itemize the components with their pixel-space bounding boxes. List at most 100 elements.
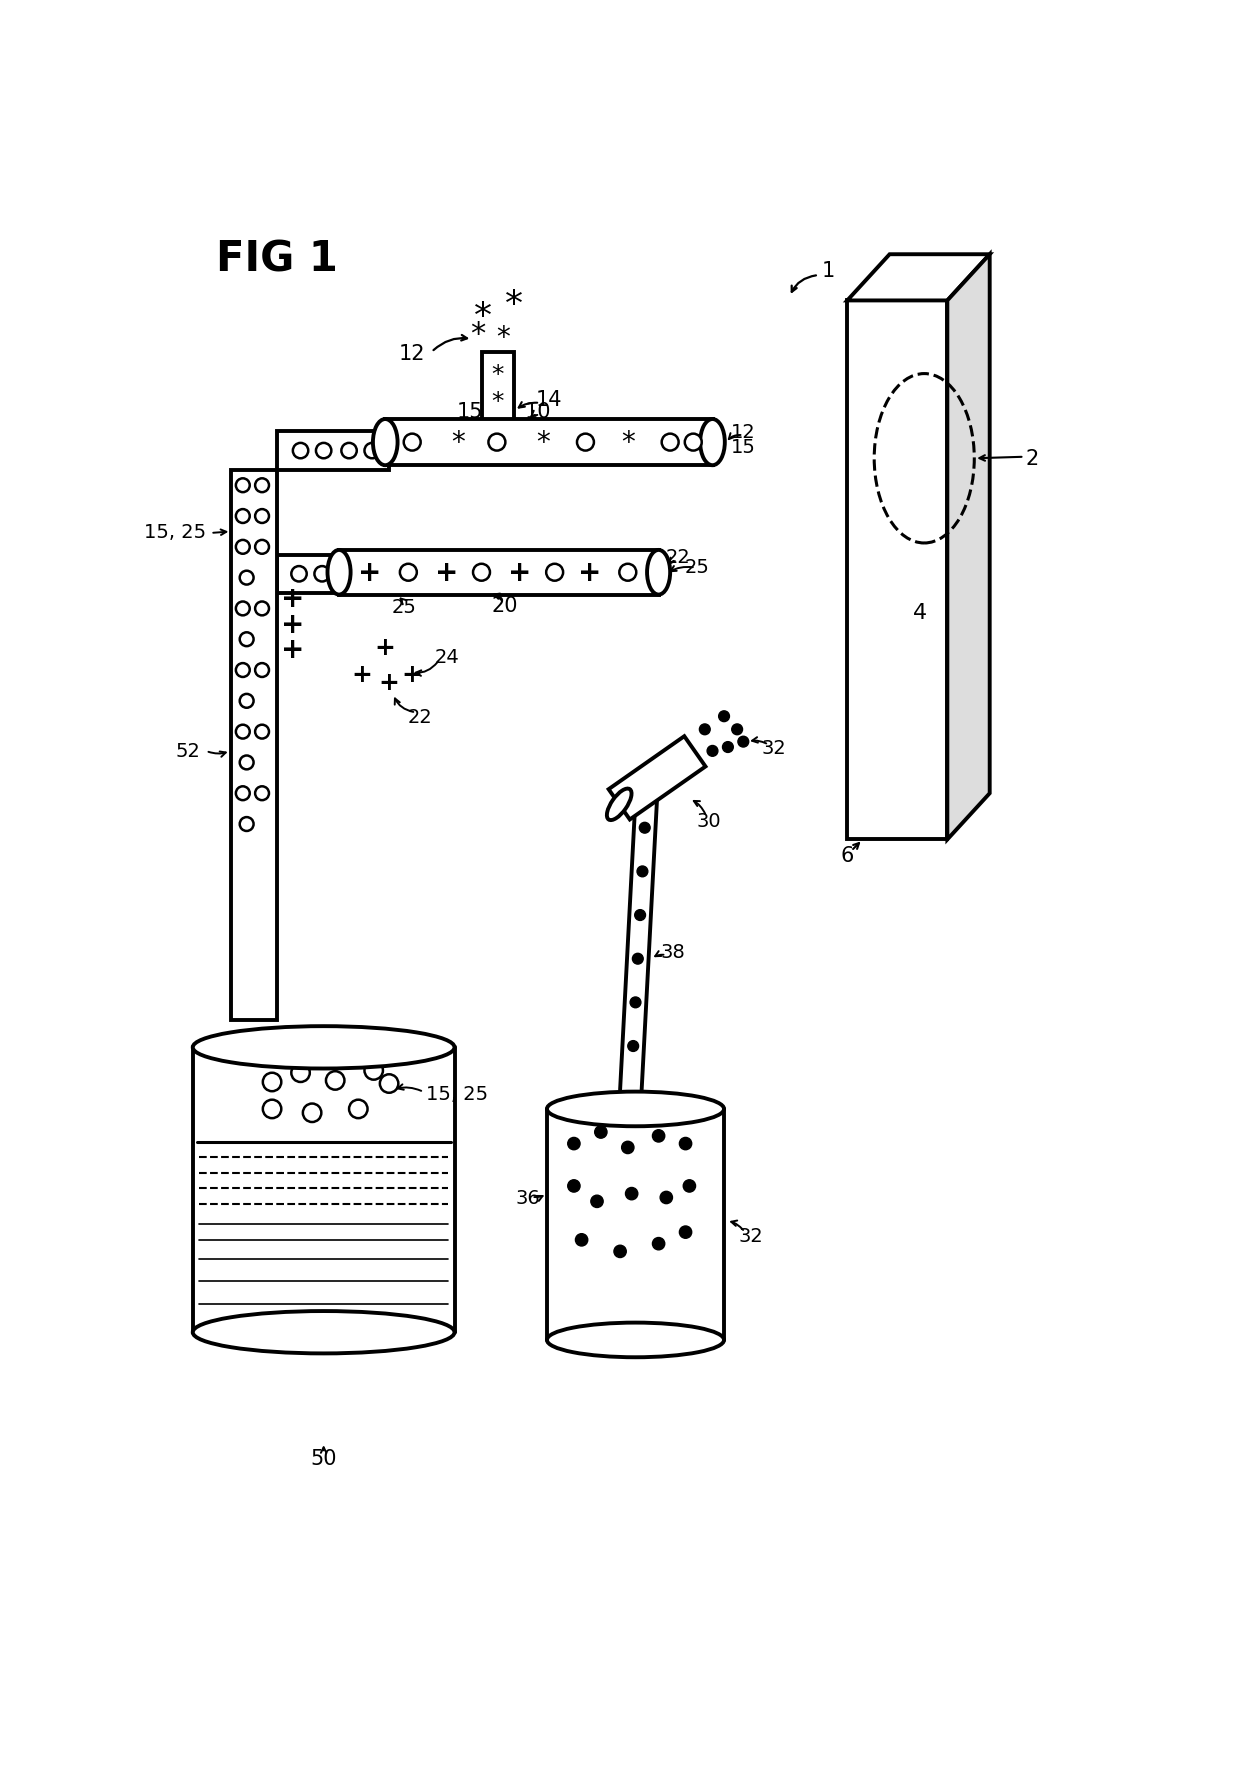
- Text: +: +: [435, 558, 459, 587]
- Circle shape: [719, 711, 729, 722]
- Ellipse shape: [192, 1312, 455, 1353]
- Text: *: *: [470, 319, 485, 349]
- Circle shape: [472, 564, 490, 582]
- Circle shape: [614, 1245, 626, 1257]
- Text: *: *: [491, 390, 503, 413]
- Circle shape: [625, 1188, 637, 1200]
- Circle shape: [365, 1062, 383, 1080]
- Text: 50: 50: [310, 1449, 337, 1468]
- Circle shape: [236, 787, 249, 801]
- Circle shape: [489, 434, 506, 452]
- Circle shape: [239, 695, 254, 709]
- Text: 1: 1: [821, 261, 835, 280]
- Circle shape: [339, 567, 355, 582]
- Circle shape: [255, 663, 269, 677]
- Text: *: *: [491, 362, 503, 387]
- Text: 38: 38: [660, 941, 684, 961]
- Bar: [481, 353, 513, 447]
- Text: FIG 1: FIG 1: [216, 238, 337, 280]
- Text: *: *: [621, 429, 635, 457]
- Circle shape: [350, 1099, 367, 1119]
- Circle shape: [236, 541, 249, 555]
- Text: 36: 36: [516, 1188, 541, 1207]
- Circle shape: [236, 603, 249, 615]
- Text: 14: 14: [536, 390, 563, 410]
- Circle shape: [239, 571, 254, 585]
- Circle shape: [255, 511, 269, 523]
- Bar: [339, 551, 658, 596]
- Circle shape: [236, 511, 249, 523]
- Circle shape: [683, 1181, 696, 1193]
- Text: 15: 15: [456, 401, 484, 422]
- Circle shape: [590, 1195, 603, 1207]
- Text: 15: 15: [730, 438, 755, 457]
- Circle shape: [621, 1142, 634, 1154]
- Circle shape: [660, 1191, 672, 1204]
- Text: *: *: [451, 429, 465, 457]
- Circle shape: [341, 443, 357, 459]
- Ellipse shape: [547, 1092, 724, 1126]
- Circle shape: [568, 1138, 580, 1151]
- Circle shape: [404, 434, 420, 452]
- Text: +: +: [374, 635, 396, 660]
- Polygon shape: [847, 255, 990, 301]
- Text: 6: 6: [841, 846, 854, 865]
- Text: *: *: [505, 289, 523, 323]
- Text: +: +: [402, 663, 423, 686]
- Circle shape: [680, 1227, 692, 1239]
- Circle shape: [293, 443, 309, 459]
- Circle shape: [632, 954, 644, 965]
- Circle shape: [239, 633, 254, 647]
- Circle shape: [732, 725, 743, 736]
- Circle shape: [723, 743, 733, 754]
- Text: 15, 25: 15, 25: [144, 523, 206, 541]
- Circle shape: [738, 738, 749, 748]
- Ellipse shape: [373, 420, 398, 466]
- Text: 24: 24: [434, 649, 459, 667]
- Polygon shape: [609, 738, 706, 819]
- Circle shape: [236, 479, 249, 493]
- Circle shape: [303, 1105, 321, 1122]
- Text: +: +: [281, 610, 305, 638]
- Bar: [847, 301, 947, 840]
- Text: +: +: [578, 558, 601, 587]
- Circle shape: [255, 725, 269, 739]
- Circle shape: [255, 479, 269, 493]
- Circle shape: [546, 564, 563, 582]
- Text: +: +: [281, 585, 305, 613]
- Circle shape: [291, 567, 306, 582]
- Text: 30: 30: [697, 812, 720, 830]
- Bar: [278, 433, 389, 470]
- Circle shape: [619, 564, 636, 582]
- Text: +: +: [281, 637, 305, 663]
- Circle shape: [291, 1064, 310, 1082]
- Ellipse shape: [647, 551, 670, 596]
- Circle shape: [263, 1073, 281, 1092]
- Text: 22: 22: [666, 548, 691, 567]
- Circle shape: [684, 434, 702, 452]
- Text: 20: 20: [491, 596, 518, 615]
- Circle shape: [255, 541, 269, 555]
- Text: 15, 25: 15, 25: [427, 1085, 489, 1103]
- Text: 12: 12: [730, 422, 755, 441]
- Circle shape: [255, 787, 269, 801]
- Bar: [231, 470, 278, 1021]
- Circle shape: [630, 998, 641, 1009]
- Ellipse shape: [701, 420, 725, 466]
- Text: +: +: [508, 558, 532, 587]
- Circle shape: [568, 1181, 580, 1193]
- Circle shape: [635, 910, 646, 920]
- Circle shape: [680, 1138, 692, 1151]
- Circle shape: [699, 725, 711, 736]
- Text: 25: 25: [392, 598, 417, 617]
- Text: 32: 32: [739, 1227, 764, 1246]
- Circle shape: [326, 1071, 345, 1090]
- Text: *: *: [536, 429, 551, 457]
- Text: +: +: [352, 663, 372, 686]
- Circle shape: [595, 1126, 608, 1138]
- Circle shape: [575, 1234, 588, 1246]
- Circle shape: [652, 1129, 665, 1142]
- Text: 32: 32: [761, 738, 786, 757]
- Circle shape: [239, 817, 254, 832]
- Circle shape: [386, 567, 401, 582]
